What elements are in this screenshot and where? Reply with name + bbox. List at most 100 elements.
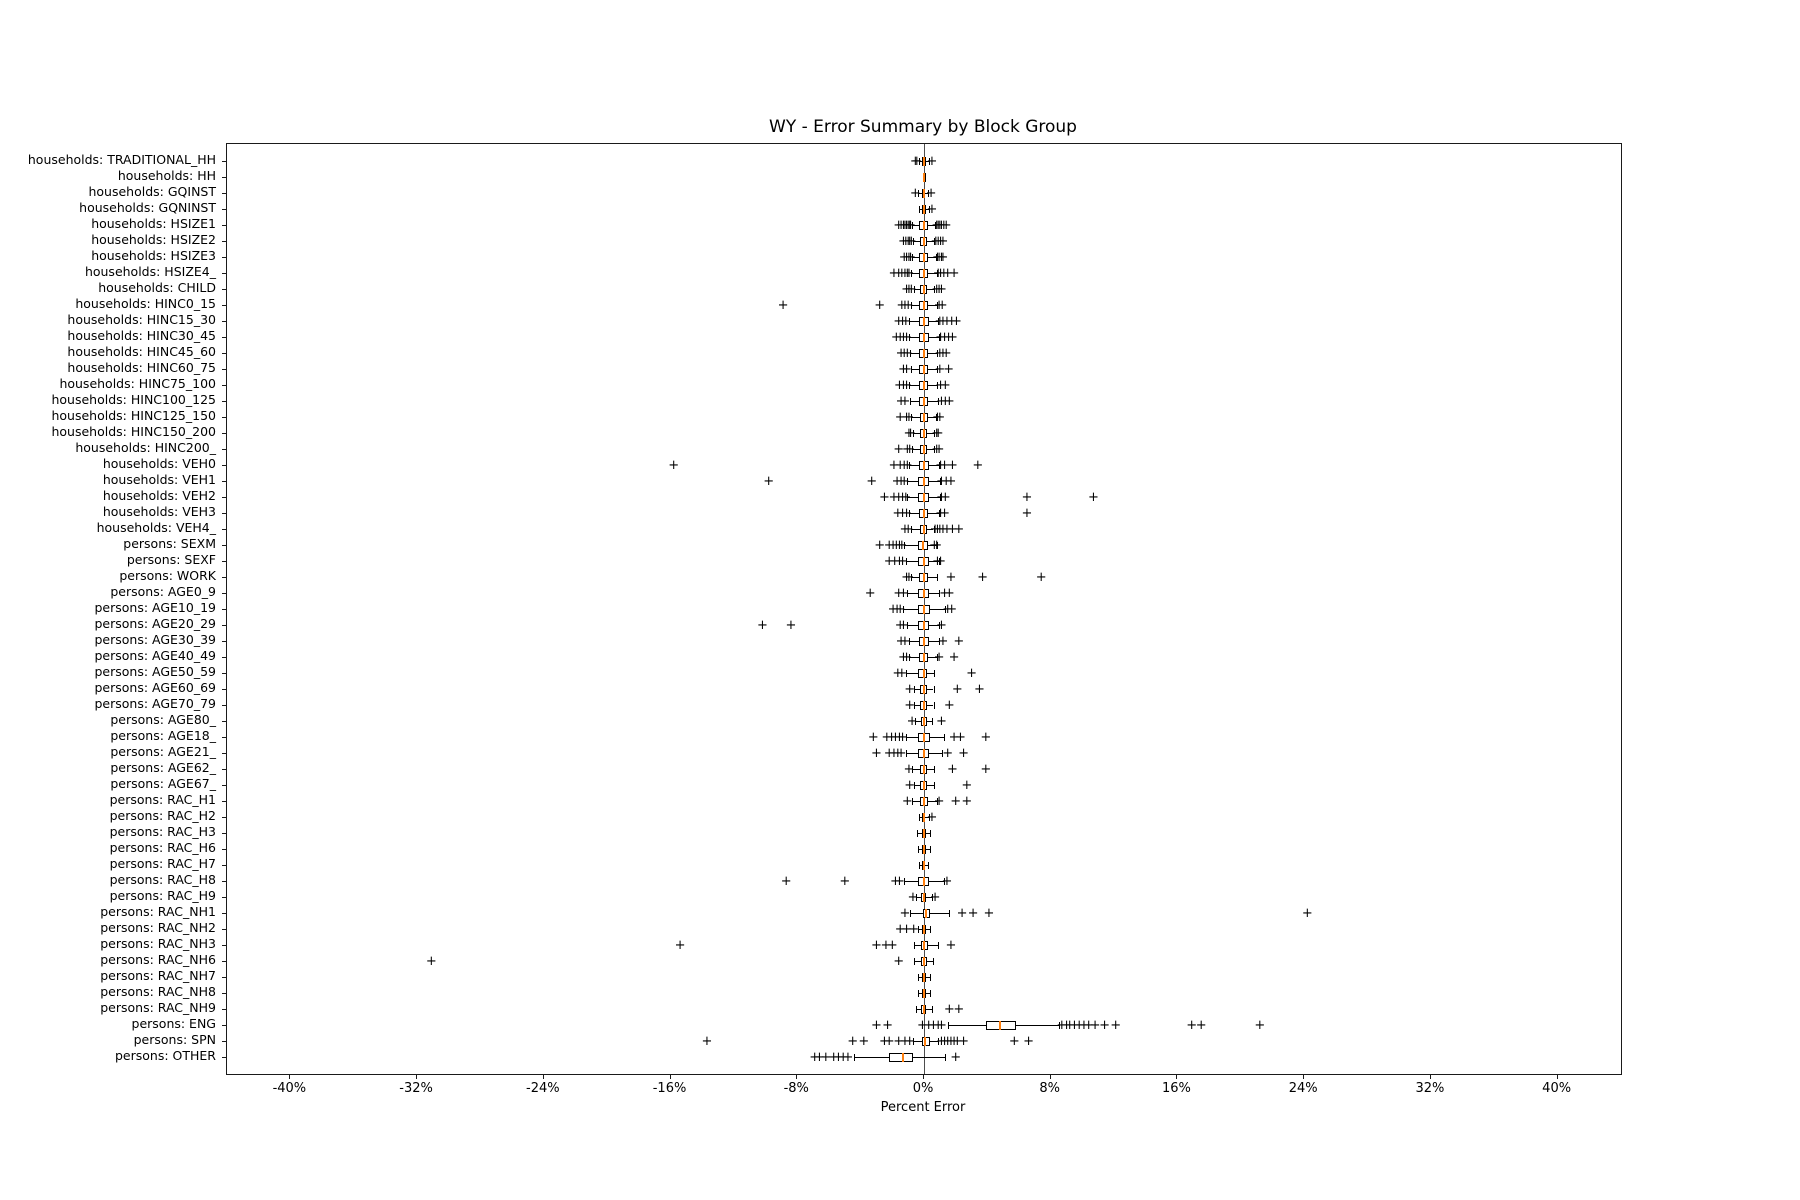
flier-marker: + <box>933 793 945 809</box>
flier-marker: + <box>897 313 909 329</box>
flier-marker: + <box>890 329 902 345</box>
whisker <box>927 416 936 418</box>
flier-marker: + <box>1021 505 1033 521</box>
y-tick <box>222 736 227 738</box>
median-line <box>923 156 925 166</box>
flier-marker: + <box>900 489 912 505</box>
whisker <box>930 912 950 914</box>
median-line <box>923 380 925 390</box>
flier-marker: + <box>935 553 947 569</box>
y-axis-tick-label: persons: AGE10_19 <box>94 600 216 615</box>
whisker-cap <box>937 573 939 581</box>
flier-marker: + <box>898 457 910 473</box>
flier-marker: + <box>899 297 911 313</box>
flier-marker: + <box>878 489 890 505</box>
flier-marker: + <box>934 345 946 361</box>
flier-marker: + <box>882 1017 894 1033</box>
y-axis-tick-label: households: VEH2 <box>102 488 216 503</box>
flier-marker: + <box>940 345 952 361</box>
flier-marker: + <box>929 521 941 537</box>
whisker <box>908 512 919 514</box>
median-line <box>923 668 925 678</box>
flier-marker: + <box>813 1049 825 1065</box>
flier-marker: + <box>847 1033 859 1049</box>
whisker <box>925 832 931 834</box>
flier-marker: + <box>904 1033 916 1049</box>
flier-marker: + <box>935 329 947 345</box>
flier-marker: + <box>891 473 903 489</box>
whisker-cap <box>908 509 910 517</box>
flier-marker: + <box>961 777 973 793</box>
whisker-cap <box>919 813 921 821</box>
whisker-cap <box>909 397 911 405</box>
whisker <box>907 624 919 626</box>
whisker-cap <box>910 365 912 373</box>
x-tick <box>1049 1074 1051 1079</box>
median-line <box>923 796 925 806</box>
flier-marker: + <box>899 1033 911 1049</box>
whisker-cap <box>912 1037 914 1045</box>
flier-marker: + <box>909 185 921 201</box>
flier-marker: + <box>833 1049 844 1065</box>
flier-marker: + <box>932 409 943 425</box>
whisker <box>925 192 928 194</box>
flier-marker: + <box>901 457 913 473</box>
flier-marker: + <box>890 537 902 553</box>
median-line <box>923 988 925 998</box>
whisker-cap <box>937 365 939 373</box>
y-tick <box>222 1056 227 1058</box>
flier-marker: + <box>900 313 912 329</box>
flier-marker: + <box>937 233 949 249</box>
y-tick <box>222 848 227 850</box>
whisker <box>928 368 938 370</box>
whisker <box>907 592 919 594</box>
whisker-cap <box>939 589 941 597</box>
whisker-cap <box>854 1053 856 1061</box>
flier-marker: + <box>883 1033 895 1049</box>
whisker <box>928 624 940 626</box>
flier-marker: + <box>1110 1017 1122 1033</box>
whisker <box>912 240 921 242</box>
y-axis-tick-label: persons: AGE80_ <box>110 712 216 727</box>
flier-marker: + <box>937 249 949 265</box>
flier-marker: + <box>1195 1017 1207 1033</box>
y-tick <box>222 320 227 322</box>
y-axis-tick-label: persons: WORK <box>119 568 216 583</box>
whisker-cap <box>1058 1021 1060 1029</box>
flier-marker: + <box>943 1001 955 1017</box>
flier-marker: + <box>934 217 946 233</box>
y-axis-tick-label: households: VEH0 <box>102 456 216 471</box>
flier-marker: + <box>948 649 960 665</box>
flier-marker: + <box>674 937 686 953</box>
flier-marker: + <box>948 1033 960 1049</box>
whisker-cap <box>936 269 938 277</box>
whisker <box>1015 1024 1059 1026</box>
y-tick <box>222 416 227 418</box>
whisker-cap <box>933 701 935 709</box>
whisker-cap <box>930 829 932 837</box>
flier-marker: + <box>953 521 965 537</box>
y-tick <box>222 640 227 642</box>
whisker-cap <box>937 381 939 389</box>
flier-marker: + <box>904 681 916 697</box>
flier-marker: + <box>903 425 915 441</box>
whisker-cap <box>928 157 930 165</box>
flier-marker: + <box>934 409 946 425</box>
whisker <box>929 608 945 610</box>
flier-marker: + <box>897 649 909 665</box>
flier-marker: + <box>977 569 989 585</box>
flier-marker: + <box>897 329 909 345</box>
flier-marker: + <box>942 1033 954 1049</box>
whisker <box>909 912 923 914</box>
whisker-cap <box>907 589 909 597</box>
whisker <box>928 800 938 802</box>
flier-marker: + <box>780 873 792 889</box>
x-tick-label: 0% <box>912 1081 934 1096</box>
flier-marker: + <box>897 505 909 521</box>
whisker <box>910 304 920 306</box>
whisker-cap <box>938 317 940 325</box>
flier-marker: + <box>899 217 911 233</box>
flier-marker: + <box>901 569 913 585</box>
whisker <box>928 880 944 882</box>
flier-marker: + <box>898 345 910 361</box>
